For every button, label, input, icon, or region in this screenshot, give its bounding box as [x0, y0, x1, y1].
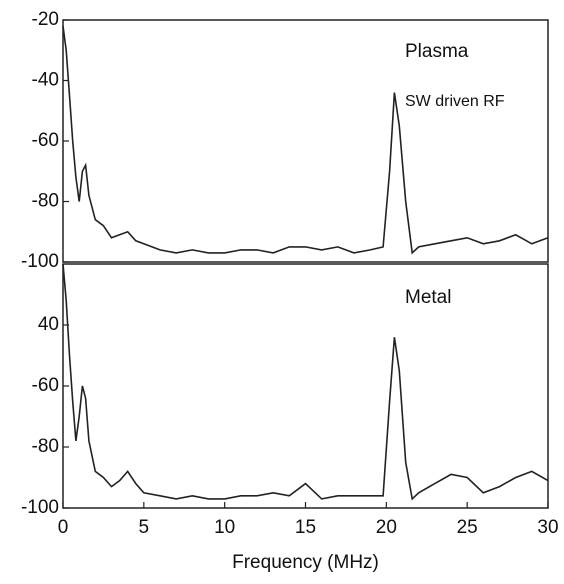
plot-frame	[62, 263, 549, 509]
annotation: Plasma	[405, 41, 469, 62]
spectrum-line	[62, 263, 549, 501]
x-tick-label: 15	[295, 517, 316, 538]
y-tick-label: -100	[21, 497, 59, 518]
annotation: SW driven RF	[405, 93, 505, 110]
y-tick-label: -100	[21, 251, 59, 272]
y-tick-label: -80	[32, 436, 59, 457]
x-tick-label: 30	[537, 517, 558, 538]
y-tick-label: -80	[32, 191, 59, 212]
plot-frame	[62, 19, 549, 263]
y-tick-label: -60	[32, 130, 59, 151]
y-tick-label: 40	[38, 314, 59, 335]
x-tick-label: 5	[139, 517, 150, 538]
x-tick-label: 10	[214, 517, 235, 538]
x-tick-label: 0	[58, 517, 69, 538]
y-tick-label: -60	[32, 375, 59, 396]
y-tick-label: -20	[32, 9, 59, 30]
x-tick-label: 20	[376, 517, 397, 538]
x-axis-label: Frequency (MHz)	[232, 552, 379, 573]
annotation: Metal	[405, 287, 451, 308]
y-tick-label: -40	[32, 70, 59, 91]
x-tick-label: 25	[457, 517, 478, 538]
spectrum-line	[62, 25, 549, 255]
